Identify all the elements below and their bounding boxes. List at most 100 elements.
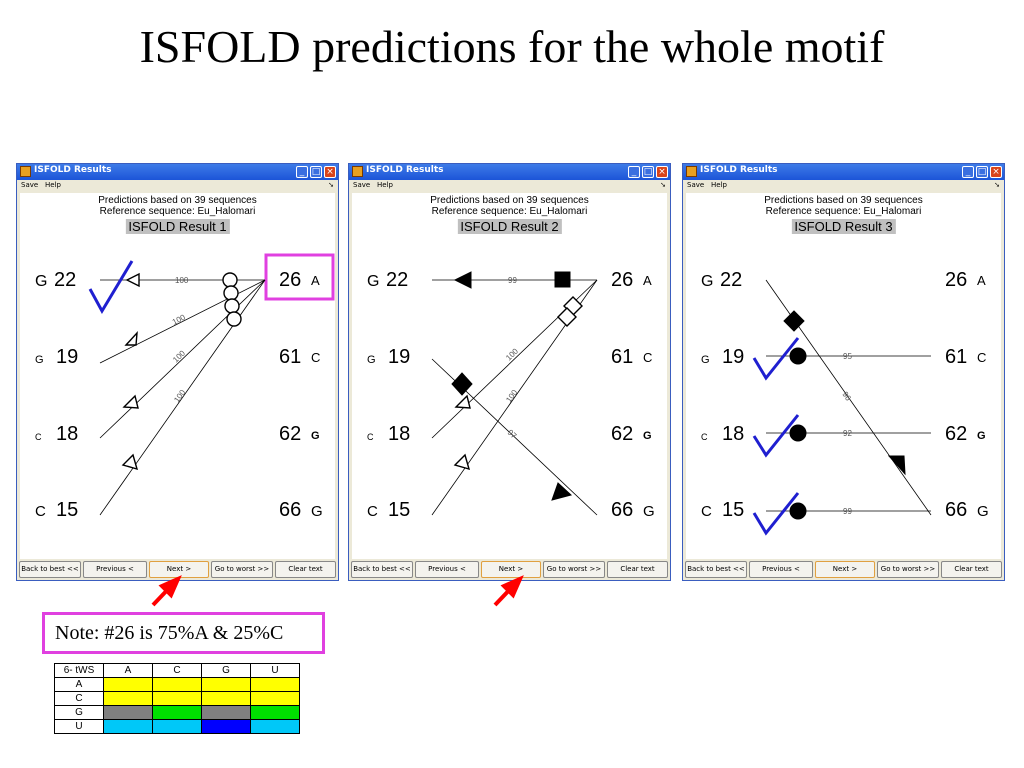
open-triangle-marker — [453, 453, 471, 471]
maximize-icon[interactable]: □ — [310, 166, 322, 178]
toolbar-arrow-icon[interactable]: ➘ — [994, 181, 1000, 189]
table-row: A — [54, 677, 300, 692]
right-number: 61 — [945, 346, 967, 368]
table-header-row: 6- tWS A C G U — [54, 663, 300, 678]
edge-label: 100 — [504, 346, 520, 362]
title-bar[interactable]: ISFOLD Results _ □ × — [349, 164, 670, 180]
color-cell — [250, 719, 300, 734]
note-box: Note: #26 is 75%A & 25%C — [42, 612, 325, 654]
check-mark-icon — [752, 337, 800, 381]
right-number: 61 — [611, 346, 633, 368]
table-header-cell: C — [152, 663, 202, 678]
right-number: 62 — [611, 423, 633, 445]
previous-button[interactable]: Previous < — [83, 561, 147, 578]
open-triangle-marker — [125, 272, 140, 288]
red-arrow-icon — [151, 582, 175, 607]
right-letter: G — [977, 430, 986, 442]
clear-text-button[interactable]: Clear text — [607, 561, 668, 578]
open-circle-marker — [223, 285, 239, 301]
color-cell — [201, 705, 251, 720]
tws-color-table: 6- tWS A C G U A C G U — [54, 663, 300, 734]
filled-circle-marker — [789, 424, 807, 442]
go-to-worst-button[interactable]: Go to worst >> — [543, 561, 605, 578]
right-letter: A — [311, 273, 320, 288]
row-label: A — [54, 677, 104, 692]
next-button[interactable]: Next > — [815, 561, 875, 578]
filled-triangle-marker — [551, 482, 573, 501]
right-number: 66 — [279, 499, 301, 521]
menu-save[interactable]: Save — [353, 181, 371, 189]
edge-label: 100 — [172, 388, 187, 405]
menu-help[interactable]: Help — [45, 181, 61, 189]
left-letter: G — [367, 273, 379, 290]
toolbar-arrow-icon[interactable]: ➘ — [660, 181, 666, 189]
table-row: C — [54, 691, 300, 706]
back-to-best-button[interactable]: Back to best << — [19, 561, 81, 578]
maximize-icon[interactable]: □ — [642, 166, 654, 178]
table-header-cell: G — [201, 663, 251, 678]
reference-sequence: Reference sequence: Eu_Halomari — [99, 206, 256, 217]
reference-sequence: Reference sequence: Eu_Halomari — [431, 206, 588, 217]
clear-text-button[interactable]: Clear text — [275, 561, 336, 578]
right-letter: G — [311, 430, 320, 442]
menu-help[interactable]: Help — [377, 181, 393, 189]
edge-label: 100 — [504, 388, 519, 405]
menu-bar: Save Help ➘ — [17, 180, 338, 192]
prediction-count: Predictions based on 39 sequences — [430, 195, 589, 206]
back-to-best-button[interactable]: Back to best << — [685, 561, 747, 578]
open-triangle-marker — [121, 453, 139, 471]
result-title: ISFOLD Result 3 — [791, 219, 896, 234]
minimize-icon[interactable]: _ — [962, 166, 974, 178]
window-title: ISFOLD Results — [366, 165, 444, 175]
filled-circle-marker — [789, 502, 807, 520]
filled-triangle-marker — [887, 455, 906, 476]
menu-help[interactable]: Help — [711, 181, 727, 189]
open-triangle-marker — [122, 394, 139, 409]
menu-save[interactable]: Save — [21, 181, 39, 189]
left-number: 15 — [388, 499, 410, 521]
interaction-diagram: G 22 G 19 C 18 C 15 26 A 61 C 62 G 66 G — [35, 253, 335, 521]
previous-button[interactable]: Previous < — [749, 561, 813, 578]
left-number: 22 — [54, 269, 76, 291]
red-arrow-icon — [500, 575, 524, 599]
left-number: 19 — [56, 346, 78, 368]
go-to-worst-button[interactable]: Go to worst >> — [877, 561, 939, 578]
toolbar-arrow-icon[interactable]: ➘ — [328, 181, 334, 189]
close-icon[interactable]: × — [324, 166, 336, 178]
previous-button[interactable]: Previous < — [415, 561, 479, 578]
title-bar[interactable]: ISFOLD Results _ □ × — [17, 164, 338, 180]
navigation-buttons: Back to best << Previous < Next > Go to … — [19, 561, 336, 578]
menu-save[interactable]: Save — [687, 181, 705, 189]
color-cell — [201, 677, 251, 692]
next-button[interactable]: Next > — [481, 561, 541, 578]
row-label: G — [54, 705, 104, 720]
color-cell — [250, 691, 300, 706]
minimize-icon[interactable]: _ — [628, 166, 640, 178]
isfold-window-2: ISFOLD Results _ □ × Save Help ➘ Predict… — [348, 163, 671, 581]
color-cell — [152, 719, 202, 734]
interaction-diagram: G 22 G 19 C 18 C 15 26 A 61 C 62 G 66 G — [367, 269, 655, 521]
left-letter: C — [35, 432, 42, 442]
menu-bar: Save Help ➘ — [683, 180, 1004, 192]
back-to-best-button[interactable]: Back to best << — [351, 561, 413, 578]
go-to-worst-button[interactable]: Go to worst >> — [211, 561, 273, 578]
left-number: 19 — [388, 346, 410, 368]
right-letter: C — [311, 350, 320, 365]
close-icon[interactable]: × — [990, 166, 1002, 178]
close-icon[interactable]: × — [656, 166, 668, 178]
right-letter: G — [977, 503, 989, 520]
left-letter: C — [367, 432, 374, 442]
right-number: 66 — [611, 499, 633, 521]
clear-text-button[interactable]: Clear text — [941, 561, 1002, 578]
maximize-icon[interactable]: □ — [976, 166, 988, 178]
minimize-icon[interactable]: _ — [296, 166, 308, 178]
left-letter: G — [35, 354, 44, 366]
prediction-count: Predictions based on 39 sequences — [764, 195, 923, 206]
left-number: 18 — [388, 423, 410, 445]
right-letter: A — [977, 273, 986, 288]
matlab-app-icon — [20, 166, 31, 177]
title-bar[interactable]: ISFOLD Results _ □ × — [683, 164, 1004, 180]
next-button[interactable]: Next > — [149, 561, 209, 578]
left-letter: G — [367, 354, 376, 366]
filled-circle-marker — [789, 347, 807, 365]
